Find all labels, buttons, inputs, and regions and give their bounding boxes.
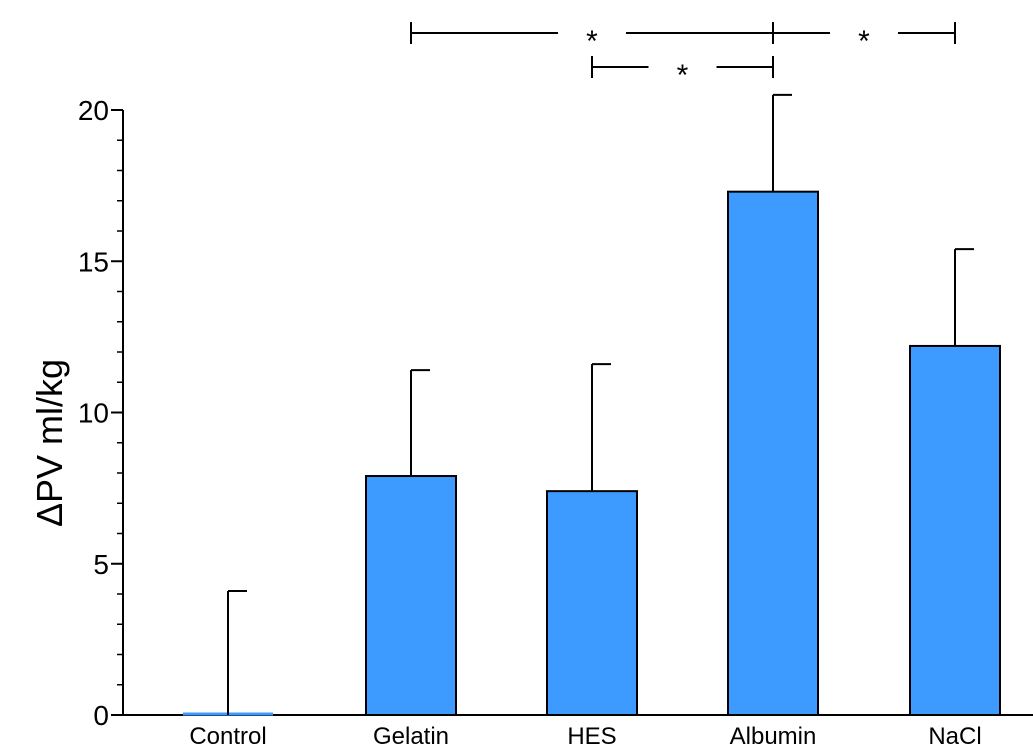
- y-axis-title: ΔPV ml/kg: [29, 359, 70, 527]
- bar-albumin: [727, 190, 819, 717]
- bar-hes: [546, 490, 638, 716]
- x-tick-label: Control: [189, 723, 266, 750]
- significance-brackets: * * *: [410, 22, 956, 92]
- bar-nacl: [909, 344, 1001, 716]
- x-tick-label: Gelatin: [373, 723, 449, 750]
- x-tick-label: Albumin: [730, 723, 817, 750]
- bars: Control Gelatin HES Albumin NaCl: [183, 190, 1001, 750]
- x-tick-label: HES: [567, 723, 616, 750]
- y-tick-label: 15: [78, 246, 109, 277]
- y-tick-label: 10: [78, 398, 109, 429]
- x-tick-label: NaCl: [928, 723, 981, 750]
- significance-star: *: [858, 25, 870, 58]
- y-tick-label: 20: [78, 95, 109, 126]
- y-tick-label: 5: [93, 549, 109, 580]
- axes: 0 5 10 15 20: [78, 95, 1033, 731]
- bar-gelatin: [365, 475, 457, 716]
- error-bars: [227, 93, 974, 715]
- significance-star: *: [586, 25, 598, 58]
- y-tick-label: 0: [93, 700, 109, 731]
- significance-star: *: [677, 59, 689, 92]
